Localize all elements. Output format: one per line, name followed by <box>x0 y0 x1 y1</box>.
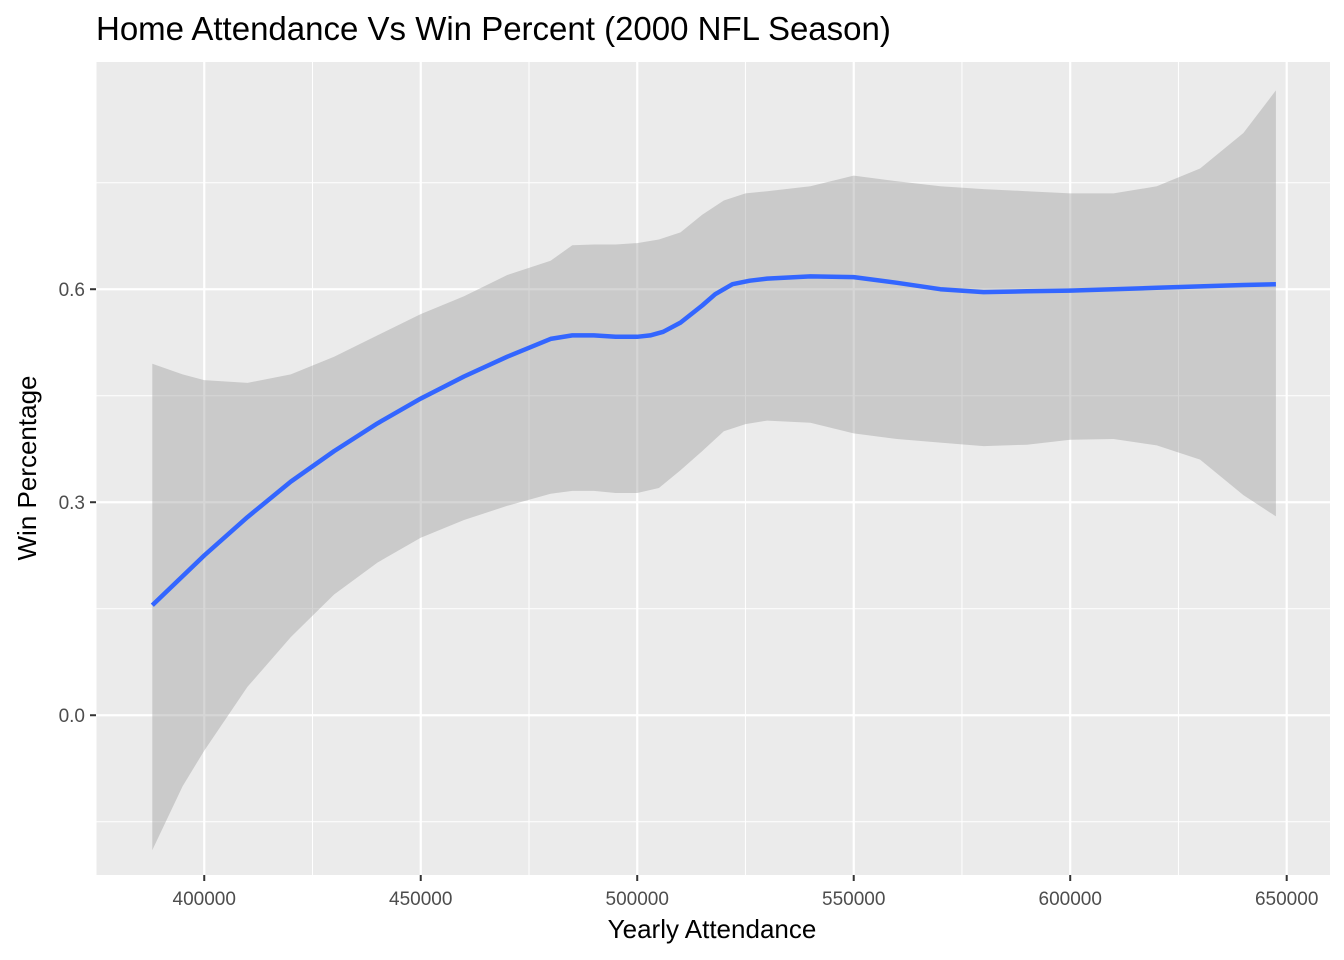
y-tick-label: 0.3 <box>59 493 85 514</box>
y-tick-label: 0.6 <box>59 280 85 301</box>
x-axis-title: Yearly Attendance <box>608 914 817 944</box>
chart-title: Home Attendance Vs Win Percent (2000 NFL… <box>96 10 891 47</box>
x-tick-label: 400000 <box>173 889 236 910</box>
x-tick-label: 600000 <box>1039 889 1102 910</box>
confidence-band <box>152 90 1276 851</box>
x-tick-label: 500000 <box>606 889 669 910</box>
y-axis: 0.0 0.3 0.6 <box>59 280 96 727</box>
x-tick-label: 550000 <box>822 889 885 910</box>
smooth-line <box>150 274 1276 607</box>
y-tick-label: 0.0 <box>59 706 85 727</box>
x-tick-label: 650000 <box>1255 889 1318 910</box>
x-tick-label: 450000 <box>389 889 452 910</box>
x-axis: 400000 450000 500000 550000 600000 650000 <box>173 875 1318 910</box>
y-axis-title: Win Percentage <box>12 376 42 561</box>
plot-panel <box>96 62 1330 875</box>
